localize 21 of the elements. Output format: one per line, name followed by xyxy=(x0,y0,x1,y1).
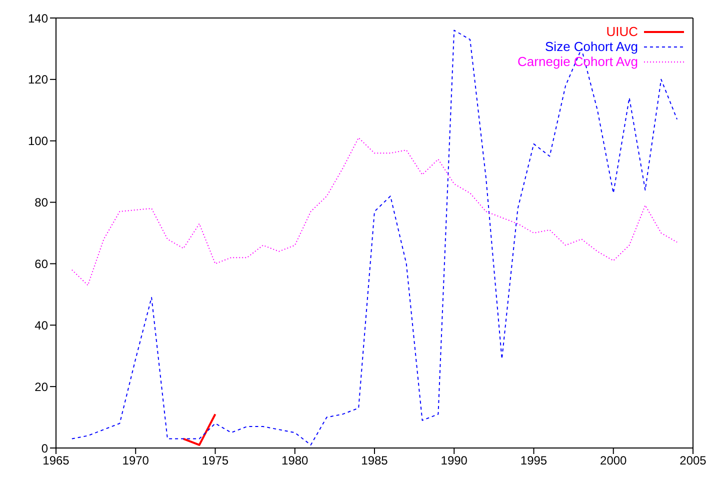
x-tick-label: 2005 xyxy=(680,454,707,468)
y-tick-label: 80 xyxy=(34,196,48,210)
x-tick-label: 1995 xyxy=(520,454,548,468)
x-tick-label: 2000 xyxy=(600,454,628,468)
legend-label: Carnegie Cohort Avg xyxy=(518,54,638,69)
legend-label: UIUC xyxy=(606,24,638,39)
y-tick-label: 20 xyxy=(34,380,48,394)
x-tick-label: 1975 xyxy=(202,454,229,468)
x-tick-label: 1980 xyxy=(282,454,309,468)
line-series xyxy=(71,137,678,286)
y-tick-label: 140 xyxy=(28,11,48,26)
y-tick-label: 0 xyxy=(41,441,48,456)
x-tick-label: 1990 xyxy=(440,454,468,468)
y-tick-label: 120 xyxy=(28,72,48,87)
y-tick-label: 40 xyxy=(34,318,48,332)
y-tick-label: 60 xyxy=(34,256,48,271)
legend-label: Size Cohort Avg xyxy=(545,39,638,54)
x-tick-label: 1965 xyxy=(42,454,70,468)
y-tick-label: 100 xyxy=(28,134,48,148)
x-tick-label: 1985 xyxy=(361,454,388,468)
x-tick-label: 1970 xyxy=(122,454,150,468)
